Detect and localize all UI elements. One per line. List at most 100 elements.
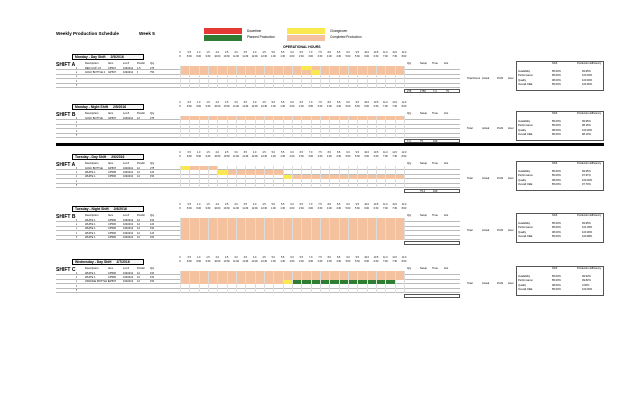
metric-shift-value: 85.00% <box>552 279 561 283</box>
legend-changeover-swatch <box>287 28 325 34</box>
hour-tick: 9.5 <box>355 51 359 54</box>
time-tick: 9:30 <box>205 260 211 263</box>
row-cell: 1 <box>76 271 78 275</box>
shift-day-label: Monday - Night Shift <box>75 105 108 109</box>
metric-label: Overall OEE <box>518 133 533 137</box>
right-column-header: Time <box>432 267 438 270</box>
time-tick: 7:00 <box>383 55 388 58</box>
row-cell: 2 <box>76 223 78 226</box>
operational-hours-label: OPERATIONAL HOURS <box>283 45 321 49</box>
summary-label: Profit <box>497 127 504 130</box>
week-label: Week 5 <box>139 31 155 36</box>
row-cell: WHITE 1 <box>85 236 96 240</box>
right-column-header: Qty <box>407 62 412 65</box>
row-cell: 5 <box>76 134 78 138</box>
metric-label: Performance <box>518 174 533 178</box>
row-cell: 9 <box>137 71 139 74</box>
metric-header: Shift <box>552 112 558 115</box>
hour-tick: 7.5 <box>318 203 322 206</box>
metric-efficiency-value: 101.05% <box>582 226 593 230</box>
row-cell: 2 <box>76 71 78 74</box>
metric-label: Quality <box>518 128 527 132</box>
row-cell: 150 <box>150 175 155 179</box>
hour-tick: 6.5 <box>299 51 303 54</box>
metric-header: Shift <box>552 267 558 270</box>
time-tick: 6:30 <box>373 55 379 58</box>
section-divider <box>56 143 604 146</box>
time-tick: 3:30 <box>317 260 323 263</box>
time-tick: 8:30 <box>187 207 192 210</box>
gantt-bar <box>180 279 283 285</box>
hour-tick: 5.5 <box>280 203 285 206</box>
hour-tick: 9.5 <box>355 203 359 206</box>
hour-tick: 2.0 <box>215 51 219 54</box>
hour-tick: 8.0 <box>327 256 331 259</box>
hour-tick: 7.5 <box>318 256 322 259</box>
time-tick: 11:30 <box>242 207 249 210</box>
time-tick: 3:00 <box>308 207 313 210</box>
summary-label: Hour <box>508 282 514 285</box>
hour-tick: 11.0 <box>383 151 388 154</box>
time-tick: 10:00 <box>214 155 221 158</box>
row-cell: 5 <box>76 289 78 293</box>
time-tick: 7:00 <box>383 105 388 108</box>
time-tick: 11:30 <box>242 155 249 158</box>
column-header: Item <box>108 62 114 65</box>
time-tick: 4:30 <box>336 55 341 58</box>
hour-tick: 2.0 <box>215 101 219 104</box>
shift-date-label: 2/5/2016 <box>112 105 127 109</box>
time-tick: 10:00 <box>214 207 221 210</box>
time-tick: 1:00 <box>271 260 276 263</box>
time-tick: 10:00 <box>214 260 221 263</box>
time-tick: 4:30 <box>336 260 341 263</box>
right-column-header: Qty <box>407 214 412 217</box>
time-tick: 10:30 <box>223 260 230 263</box>
hour-tick: 2.0 <box>215 151 219 154</box>
total-value: 100 <box>433 189 438 193</box>
row-cell: 4 <box>76 179 78 183</box>
metric-efficiency-value: 98.10% <box>582 133 591 137</box>
row-cell: 2 <box>76 121 78 124</box>
time-tick: 5:00 <box>345 207 351 210</box>
summary-label: Profit <box>497 177 504 180</box>
row-cell: WHITE 1 <box>85 223 96 226</box>
metric-efficiency-value: 99.95% <box>582 170 591 173</box>
hour-tick: 7.0 <box>308 151 313 154</box>
table-row <box>56 75 460 80</box>
hour-tick: 1.5 <box>206 101 210 104</box>
time-tick: 6:00 <box>364 105 369 108</box>
right-column-header: Qty <box>407 267 412 270</box>
column-header: Description <box>85 214 99 217</box>
time-tick: 7:30 <box>392 155 397 158</box>
column-header: Lot # <box>123 112 129 115</box>
row-cell: 3 <box>76 227 78 231</box>
metric-efficiency-value: 100.00% <box>582 78 593 82</box>
hour-tick: 6.0 <box>290 101 294 104</box>
column-header: Pcs/Hr <box>137 162 146 165</box>
metric-shift-value: 98.00% <box>552 128 561 132</box>
row-cell: 4 <box>76 79 78 83</box>
legend-completed: Completed Production <box>330 35 362 39</box>
table-row <box>56 120 460 125</box>
hour-tick: 4.0 <box>252 256 257 259</box>
hour-tick: 0.5 <box>187 51 191 54</box>
summary-label: Actual <box>482 127 490 130</box>
row-cell: 1040413 <box>123 223 134 226</box>
hour-tick: 1.0 <box>196 101 201 104</box>
hour-tick: 4.5 <box>262 101 266 104</box>
hour-tick: 2.5 <box>224 101 229 104</box>
time-tick: 2:30 <box>299 105 304 108</box>
hour-tick: 2.5 <box>224 256 229 259</box>
summary-label: Total <box>467 127 473 130</box>
metric-shift-value: 85.00% <box>552 124 561 128</box>
time-tick: 8:00 <box>401 207 407 210</box>
metric-label: Quality <box>518 283 527 287</box>
row-cell: CP506 <box>108 276 116 279</box>
hour-tick: 8.0 <box>327 151 331 154</box>
summary-label: Profit <box>497 77 504 80</box>
hour-tick: 1.0 <box>196 256 201 259</box>
row-cell: GOLF BOTTLE 2 <box>85 71 106 74</box>
table-row <box>56 184 460 188</box>
hour-tick: 10.0 <box>364 203 369 206</box>
time-tick: 9:30 <box>205 207 211 210</box>
